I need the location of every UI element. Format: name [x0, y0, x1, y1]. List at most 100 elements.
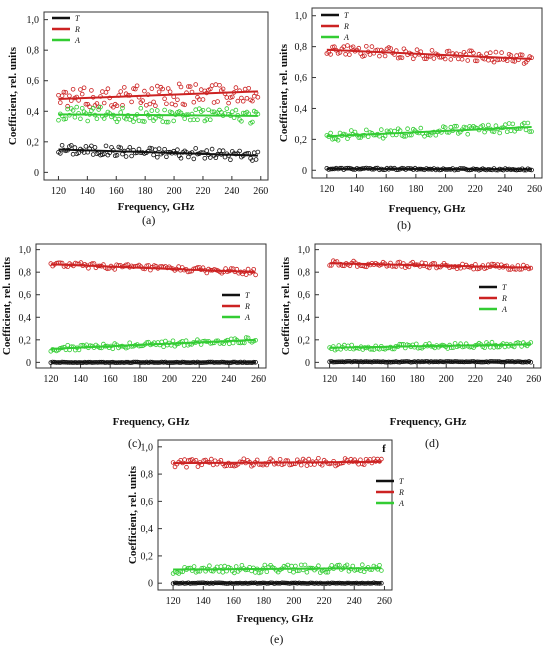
data-point: [364, 43, 369, 49]
data-point: [377, 53, 382, 59]
legend: TRA: [222, 291, 250, 322]
series-T: [48, 359, 258, 366]
data-point: [431, 56, 437, 61]
data-point: [377, 563, 382, 568]
chart-caption-b: (b): [397, 218, 411, 232]
data-point: [156, 89, 162, 95]
x-tick-label: 260: [253, 186, 268, 197]
data-point: [164, 119, 169, 125]
data-point: [191, 156, 197, 162]
data-point: [220, 86, 226, 92]
data-point: [255, 95, 261, 100]
data-point: [65, 103, 70, 109]
data-point: [129, 99, 134, 105]
data-point: [241, 456, 247, 462]
data-point: [195, 117, 200, 123]
data-point: [72, 114, 78, 120]
data-point: [528, 340, 534, 345]
data-point: [200, 108, 206, 113]
data-point: [208, 155, 213, 160]
y-tick-label: 0,8: [141, 470, 154, 481]
data-point: [127, 145, 133, 150]
chart-panel-e: 120 140 160 180 200 220 240 260 0 0,2 0,4 0,6 0,8 1,0…: [127, 432, 420, 648]
legend-label: R: [398, 488, 404, 497]
data-point: [209, 109, 215, 115]
x-tick-label: 160: [103, 374, 118, 385]
legend-label: A: [398, 499, 404, 508]
y-tick-label: 0,6: [141, 497, 154, 508]
x-axis-label: Frequency, GHz: [389, 203, 466, 215]
x-tick-label: 220: [317, 596, 332, 607]
data-point: [207, 563, 212, 569]
data-point: [149, 86, 155, 91]
data-point: [454, 123, 459, 129]
legend: TRA: [321, 11, 349, 42]
data-point: [330, 44, 335, 50]
data-point: [397, 54, 403, 60]
data-point: [512, 59, 518, 64]
data-point: [262, 562, 268, 568]
data-point: [213, 82, 219, 87]
chart-caption-d: (d): [425, 436, 439, 450]
data-point: [224, 106, 230, 111]
data-point: [510, 121, 516, 127]
data-point: [360, 54, 365, 59]
data-point: [187, 84, 193, 89]
y-tick-label: 0,2: [141, 551, 154, 562]
x-tick-label: 240: [221, 374, 236, 385]
data-point: [360, 562, 365, 568]
data-point: [456, 56, 461, 62]
data-point: [277, 456, 283, 462]
fit-line: [58, 90, 258, 101]
fit-line: [50, 263, 256, 274]
data-point: [347, 52, 352, 57]
data-point: [120, 105, 125, 111]
data-point: [118, 89, 123, 94]
y-axis-label: Coefficient, rel. units: [7, 46, 19, 145]
data-point: [191, 564, 197, 569]
data-point: [173, 102, 178, 108]
x-tick-label: 220: [192, 374, 207, 385]
data-point: [101, 116, 107, 121]
x-tick-label: 240: [497, 374, 512, 385]
data-point: [480, 123, 486, 128]
x-tick-label: 200: [439, 374, 454, 385]
data-point: [151, 99, 156, 105]
data-point: [486, 57, 491, 63]
data-point: [459, 56, 465, 62]
data-point: [250, 119, 255, 125]
data-point: [429, 48, 435, 53]
data-point: [193, 146, 199, 151]
data-point: [433, 132, 439, 138]
data-point: [230, 109, 235, 114]
series-R: [56, 81, 261, 110]
data-point: [61, 89, 67, 95]
data-point: [101, 100, 107, 106]
data-point: [489, 339, 495, 345]
data-point: [491, 129, 497, 135]
x-tick-label: 220: [468, 374, 483, 385]
legend: TRA: [52, 14, 80, 45]
plot-frame: [43, 11, 269, 181]
series-T: [56, 143, 261, 163]
series-A: [56, 104, 261, 126]
data-point: [164, 101, 169, 107]
data-point: [187, 457, 193, 463]
x-tick-label: 240: [224, 186, 239, 197]
series-A: [170, 562, 384, 576]
data-point: [237, 148, 242, 154]
data-point: [81, 85, 87, 91]
data-point: [235, 98, 241, 104]
y-tick-label: 0,8: [295, 42, 308, 53]
data-point: [147, 145, 153, 151]
data-point: [89, 88, 94, 93]
y-tick-label: 0,4: [295, 104, 308, 115]
data-point: [228, 157, 233, 163]
data-point: [243, 272, 249, 277]
data-point: [153, 103, 158, 108]
data-point: [246, 86, 252, 91]
chart-caption-e: (e): [270, 632, 284, 646]
x-tick-label: 260: [526, 374, 541, 385]
data-point: [162, 107, 167, 113]
data-point: [165, 86, 171, 91]
